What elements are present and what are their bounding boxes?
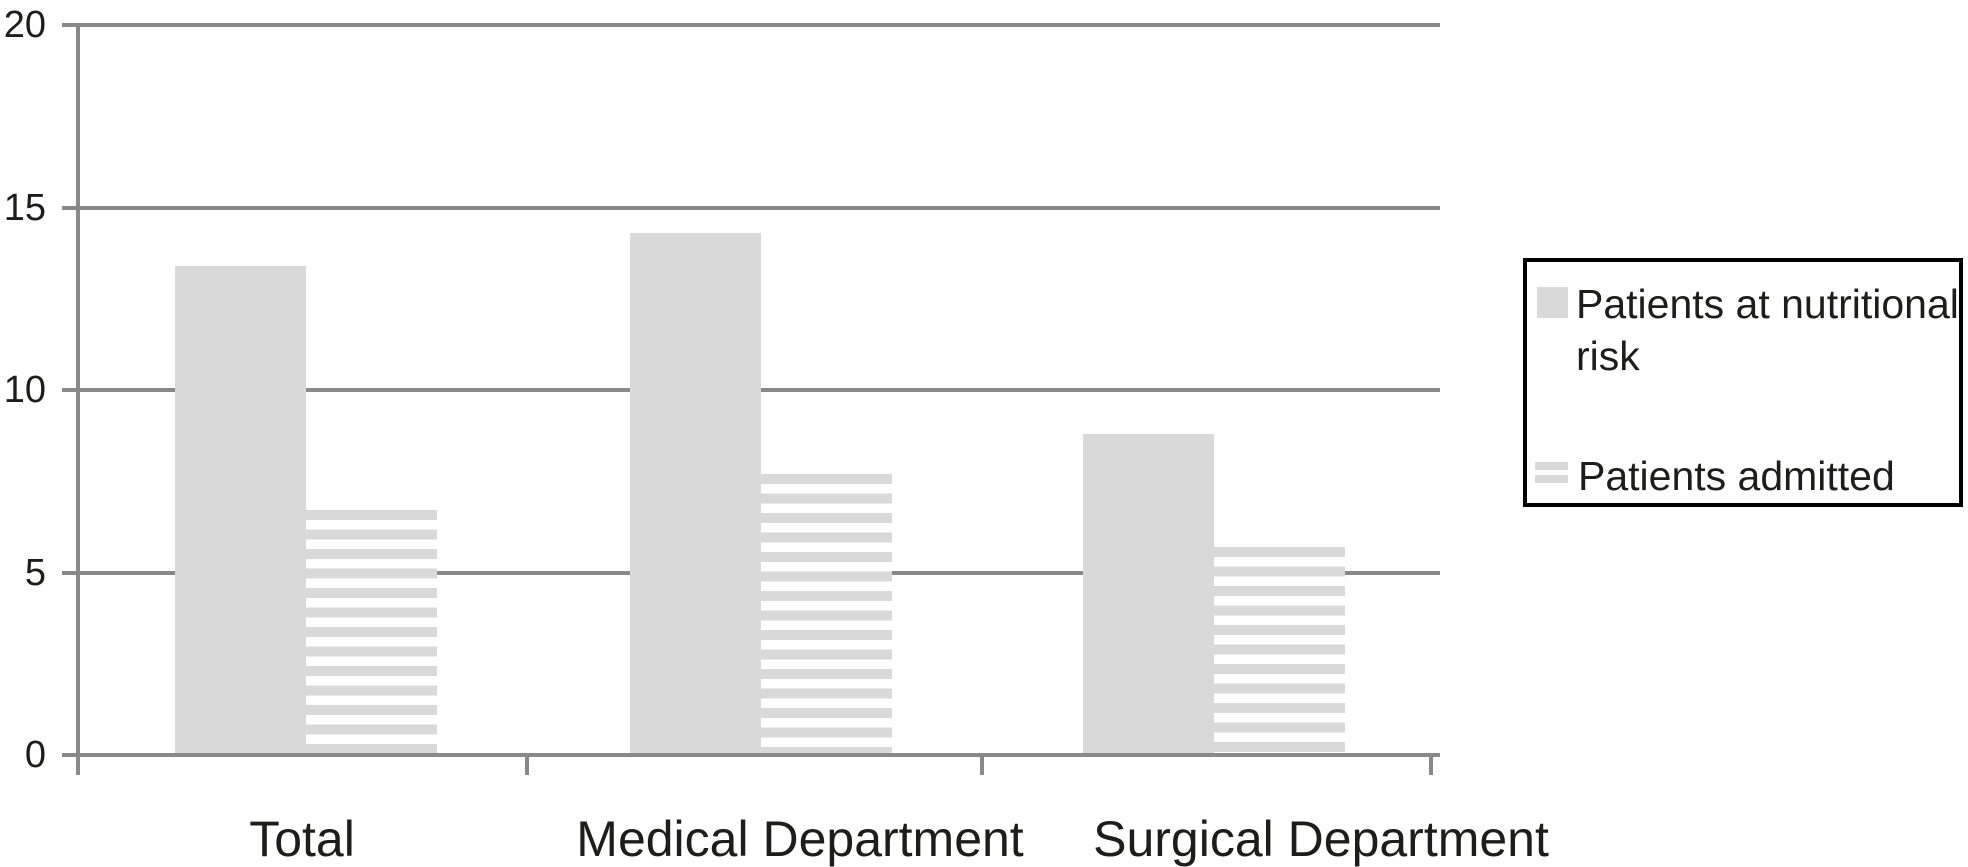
legend-label-nutritional-risk: Patients at nutritional risk [1576, 281, 1959, 379]
y-axis-label: 5 [24, 551, 46, 594]
bar [175, 265, 306, 753]
gridline [62, 23, 1440, 27]
x-axis-label: Medical Department [576, 811, 1024, 867]
legend: Patients at nutritional risk Patients ad… [1523, 258, 1963, 507]
y-axis-line [76, 23, 80, 775]
x-axis-label: Total [249, 811, 355, 867]
y-axis-label: 10 [3, 369, 46, 411]
bar [630, 233, 761, 753]
gridline [62, 753, 1440, 757]
x-axis-label: Surgical Department [1093, 811, 1549, 867]
x-axis-tick [525, 755, 529, 775]
y-axis-label: 15 [3, 186, 46, 229]
legend-label-admitted: Patients admitted [1578, 453, 1895, 499]
bar [761, 473, 892, 753]
bar [306, 510, 437, 753]
x-axis-tick [980, 755, 984, 775]
legend-swatch-solid [1537, 287, 1568, 318]
legend-swatch-striped [1535, 462, 1568, 488]
bar [1083, 433, 1214, 753]
bar [1214, 546, 1345, 753]
y-axis-label: 0 [24, 734, 46, 776]
x-axis-tick [1429, 755, 1433, 775]
y-axis-label: 20 [3, 4, 46, 46]
gridline [62, 205, 1440, 210]
